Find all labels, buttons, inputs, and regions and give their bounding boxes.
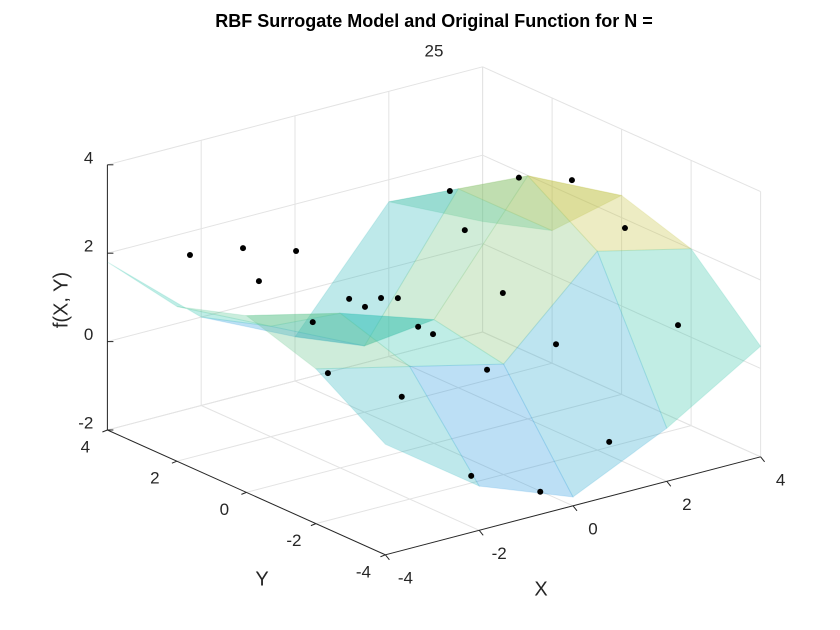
data-point (186, 252, 193, 259)
data-point (346, 295, 353, 302)
y-tick (102, 429, 108, 433)
surface-patch (314, 365, 481, 488)
surface-patch (596, 248, 762, 430)
grid-line (107, 154, 483, 254)
grid-line (246, 393, 622, 493)
y-tick (241, 491, 247, 495)
grid-line (482, 154, 761, 281)
x-tick (666, 480, 672, 487)
x-axis-label: X (534, 578, 547, 600)
grid-line (482, 331, 761, 458)
surface-patch (244, 312, 412, 370)
surface-patch (388, 188, 553, 232)
surface-patch (502, 250, 668, 498)
data-point (430, 331, 437, 338)
x-tick-label: 2 (682, 495, 691, 514)
data-point (621, 225, 628, 232)
grid-line (482, 243, 761, 369)
data-point (461, 227, 468, 234)
y-tick (310, 523, 317, 527)
grid-line (315, 425, 692, 525)
surface-patch (363, 175, 529, 347)
x-tick (572, 505, 578, 512)
surface-patch (433, 174, 598, 365)
x-tick (385, 554, 390, 561)
data-point (240, 245, 247, 252)
data-point (309, 319, 316, 326)
data-point (394, 295, 401, 302)
z-tick-label: 4 (84, 148, 93, 167)
z-tick-label: 0 (84, 325, 93, 344)
surface-patch (107, 261, 271, 327)
y-tick-label: 4 (81, 437, 90, 456)
grid-line (107, 66, 483, 166)
x-tick-label: 4 (776, 470, 785, 489)
x-tick (478, 529, 484, 536)
y-tick-label: -2 (286, 531, 301, 550)
data-point (415, 323, 422, 330)
surface-patch (201, 316, 365, 347)
data-point (537, 488, 544, 495)
data-point (468, 472, 475, 479)
surface-patch (176, 306, 341, 327)
surface-patch (338, 312, 506, 368)
x-tick-label: 0 (588, 519, 597, 538)
data-point (553, 341, 560, 348)
grid-line (107, 243, 483, 343)
data-point (606, 438, 613, 445)
surface-patch (526, 174, 693, 252)
y-tick (171, 460, 178, 464)
data-point (499, 289, 506, 296)
data-point (324, 370, 331, 377)
y-axis-label: Y (255, 568, 268, 590)
y-tick-label: 0 (220, 500, 229, 519)
chart-title-n: 25 (425, 41, 444, 60)
grid-line (482, 66, 761, 193)
grid-line (176, 362, 553, 462)
data-point (446, 188, 453, 195)
x-tick-label: -2 (492, 544, 507, 563)
data-point (361, 303, 368, 310)
data-point (378, 295, 385, 302)
x-tick-label: -4 (398, 568, 413, 587)
data-point (568, 177, 575, 184)
z-tick-label: -2 (78, 413, 93, 432)
z-axis-label: f(X, Y) (50, 272, 72, 328)
data-point (398, 393, 405, 400)
y-tick (380, 554, 386, 558)
x-tick (760, 456, 765, 463)
data-point (675, 322, 682, 329)
surface-patch (456, 175, 624, 232)
y-tick-label: 2 (150, 469, 159, 488)
data-point (484, 366, 491, 373)
z-tick-label: 2 (84, 237, 93, 256)
data-point (293, 247, 300, 254)
surface-patch (294, 188, 460, 347)
chart-title: RBF Surrogate Model and Original Functio… (215, 11, 653, 31)
grid-line (107, 331, 483, 431)
data-point (515, 174, 522, 181)
y-tick-label: -4 (356, 562, 371, 581)
data-point (255, 278, 262, 285)
